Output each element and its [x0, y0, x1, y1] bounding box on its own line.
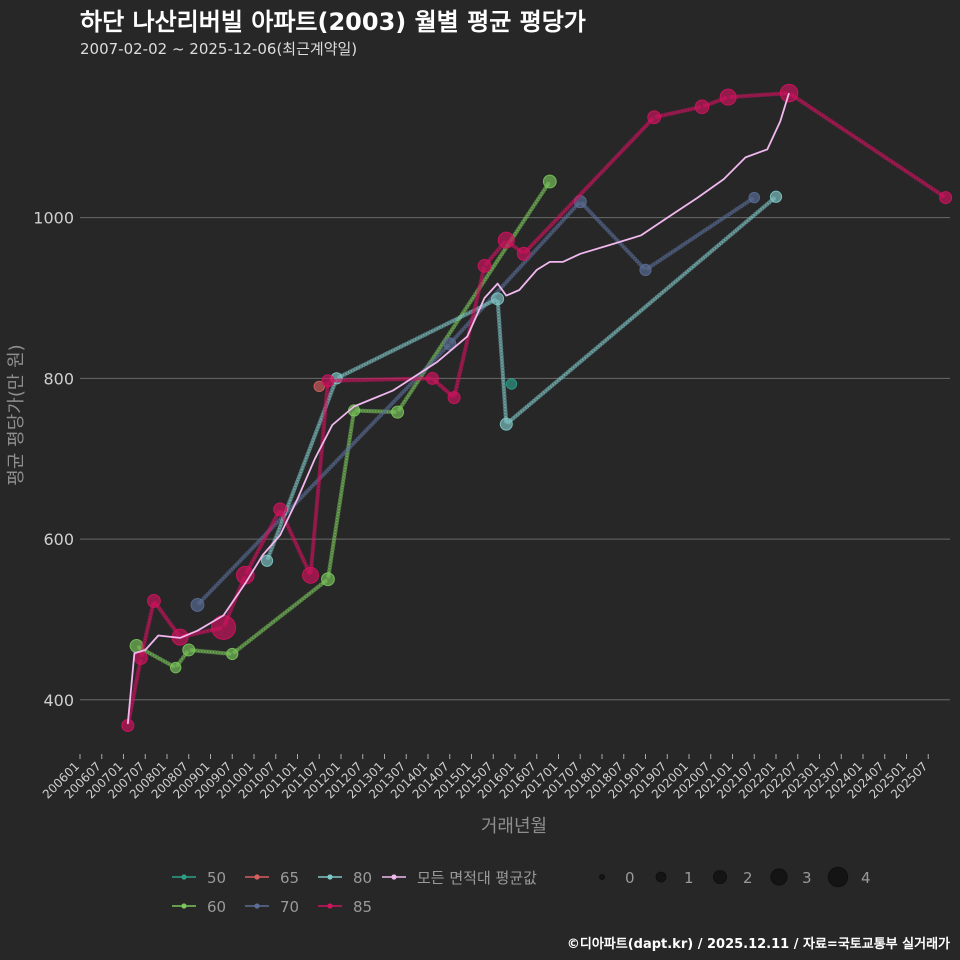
y-tick-label: 400: [43, 691, 74, 710]
average-line: [126, 92, 790, 724]
series-60-point: [321, 572, 335, 587]
series-85-point: [939, 191, 953, 205]
legend-item-70: 70: [245, 898, 299, 916]
legend-item-60: 60: [172, 898, 226, 916]
series-50-point: [505, 378, 518, 390]
series-85-point: [302, 566, 320, 584]
size-legend-item-0: 0: [599, 869, 635, 887]
series-50: [505, 378, 518, 390]
legend-label: 50: [207, 869, 226, 887]
chart-title: 하단 나산리버빌 아파트(2003) 월별 평균 평당가: [80, 8, 586, 36]
size-legend: 0 1 2 3 4: [599, 866, 871, 888]
legend-swatch-dot: [254, 874, 260, 880]
legend-swatch-dot: [254, 903, 260, 909]
legend-item-65: 65: [245, 869, 299, 887]
size-legend-label: 4: [861, 869, 871, 887]
series-85-point: [647, 110, 662, 125]
size-legend-circle: [770, 868, 788, 886]
series-85-point: [425, 371, 439, 385]
series-60-point: [182, 643, 196, 657]
legend-swatch-dot: [327, 903, 333, 909]
series-85-point: [694, 99, 710, 115]
series-80-point: [260, 554, 274, 567]
size-legend-item-2: 2: [713, 869, 753, 887]
y-tick-label: 1000: [33, 209, 74, 228]
series-85-point: [516, 246, 531, 261]
size-legend-circle: [655, 871, 667, 883]
legend-label: 70: [280, 898, 299, 916]
y-tick-label: 800: [43, 369, 74, 388]
y-axis-title: 평균 평당가(만 원): [6, 344, 27, 485]
series-85-point: [211, 614, 237, 640]
series-60-point: [170, 661, 182, 674]
series-80: [260, 190, 783, 567]
series-layer: [121, 83, 953, 732]
x-axis-title: 거래년월: [481, 816, 547, 837]
credit-text: ©디아파트(dapt.kr) / 2025.12.11 / 자료=국토교통부 실…: [567, 936, 950, 952]
size-legend-item-1: 1: [655, 869, 694, 887]
series-65: [313, 380, 325, 393]
series-70-point: [639, 263, 652, 276]
series-85-point: [719, 88, 737, 106]
size-legend-label: 1: [684, 869, 694, 887]
legend-item-모든 면적대 평균값: 모든 면적대 평균값: [382, 869, 537, 887]
series-65-point: [313, 380, 325, 393]
size-legend-circle: [599, 874, 605, 880]
series-60-point: [542, 174, 557, 189]
average-layer: [126, 92, 790, 724]
series-60-point: [391, 405, 405, 419]
legend-label: 모든 면적대 평균값: [417, 869, 537, 887]
size-legend-circle: [827, 866, 849, 888]
series-85-point: [147, 594, 161, 608]
y-tick-label: 600: [43, 530, 74, 549]
series-80-point: [499, 417, 513, 431]
legend-label: 85: [353, 898, 372, 916]
legend-label: 60: [207, 898, 226, 916]
legend-item-80: 80: [318, 869, 372, 887]
series-85-point: [447, 391, 461, 405]
size-legend-label: 3: [802, 869, 812, 887]
chart-subtitle: 2007-02-02 ~ 2025-12-06(최근계약일): [80, 40, 357, 58]
series-60-point: [226, 647, 239, 661]
series-70-point: [443, 337, 457, 351]
size-legend-item-4: 4: [827, 866, 871, 888]
size-legend-label: 2: [743, 869, 753, 887]
legend: 50 65 80 모든 면적대 평균값 60 70 85: [172, 869, 537, 916]
series-85-point: [236, 565, 255, 585]
legend-label: 80: [353, 869, 372, 887]
grid-lines: [80, 217, 950, 701]
series-70-point: [190, 598, 205, 612]
series-70-point: [748, 191, 760, 204]
legend-swatch-dot: [327, 874, 333, 880]
series-80-point: [769, 190, 783, 203]
series-85-point: [273, 502, 288, 517]
legend-swatch-dot: [391, 874, 397, 880]
legend-swatch-dot: [181, 903, 187, 909]
series-80-point: [491, 292, 505, 306]
legend-label: 65: [280, 869, 299, 887]
legend-item-85: 85: [318, 898, 372, 916]
legend-item-50: 50: [172, 869, 226, 887]
series-85-point: [477, 258, 492, 273]
x-tick-marks: [79, 754, 929, 759]
size-legend-label: 0: [625, 869, 635, 887]
legend-swatch-dot: [181, 874, 187, 880]
series-85-point: [321, 374, 335, 388]
size-legend-circle: [713, 870, 727, 884]
series-85-point: [497, 231, 515, 249]
series-85: [121, 83, 953, 732]
y-tick-labels: 400 600 800 1000: [33, 209, 74, 710]
size-legend-item-3: 3: [770, 868, 812, 887]
